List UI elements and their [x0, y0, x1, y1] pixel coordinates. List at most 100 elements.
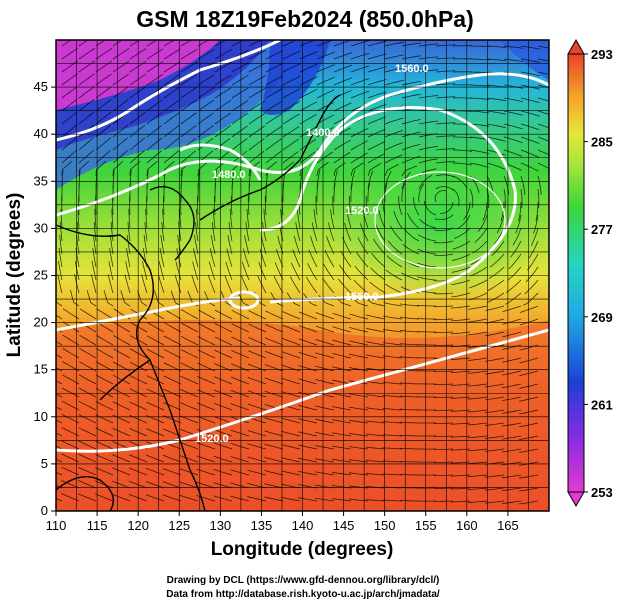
- streamline: [56, 432, 63, 437]
- streamline: [282, 101, 300, 112]
- streamline: [163, 195, 165, 216]
- streamline: [366, 327, 386, 333]
- streamline: [418, 120, 439, 125]
- streamline: [61, 98, 78, 112]
- streamline: [503, 136, 523, 143]
- streamline: [503, 97, 523, 103]
- streamline: [61, 480, 80, 489]
- streamline: [197, 99, 215, 112]
- streamline: [453, 149, 473, 152]
- streamline: [191, 274, 199, 294]
- streamline: [530, 227, 539, 247]
- height-contours: [56, 40, 549, 453]
- streamline: [416, 331, 436, 333]
- streamline: [126, 234, 131, 255]
- streamline: [537, 97, 549, 102]
- streamline: [61, 124, 78, 138]
- streamline: [95, 99, 112, 112]
- streamline: [130, 335, 148, 346]
- streamline: [399, 434, 420, 437]
- streamline: [365, 195, 369, 216]
- streamline: [467, 448, 488, 452]
- streamline: [113, 321, 131, 333]
- streamline: [316, 114, 334, 125]
- streamline: [298, 325, 318, 333]
- contour-label: 1560.0: [395, 63, 429, 75]
- colorbar-min-arrow: [567, 491, 585, 508]
- streamline: [435, 186, 454, 191]
- streamline: [56, 498, 63, 502]
- streamline: [316, 64, 335, 73]
- streamline: [265, 75, 284, 86]
- streamline: [214, 40, 227, 47]
- streamline: [265, 324, 284, 333]
- streamline: [487, 292, 505, 303]
- streamline: [56, 445, 63, 450]
- streamline: [91, 261, 97, 281]
- streamline: [433, 344, 454, 346]
- streamline: [58, 261, 63, 281]
- streamline: [56, 340, 63, 346]
- streamline: [163, 74, 181, 86]
- streamline: [61, 86, 78, 99]
- streamline: [79, 308, 97, 320]
- streamline: [331, 471, 352, 476]
- streamline: [197, 376, 216, 385]
- streamline: [112, 86, 129, 99]
- streamline: [160, 235, 165, 255]
- streamline: [316, 161, 329, 177]
- streamline: [382, 381, 403, 385]
- streamline: [467, 357, 488, 361]
- streamline: [298, 431, 318, 437]
- streamline: [214, 49, 232, 60]
- streamline: [231, 309, 250, 320]
- streamline: [520, 71, 540, 77]
- streamline: [399, 500, 419, 502]
- streamline: [197, 40, 210, 47]
- streamline: [281, 351, 301, 359]
- streamline: [146, 150, 162, 164]
- contour-1520: [56, 328, 549, 453]
- streamline: [197, 125, 214, 138]
- streamline: [129, 348, 148, 359]
- streamline: [399, 408, 420, 411]
- streamline: [180, 349, 199, 359]
- streamline: [242, 261, 250, 281]
- streamline: [158, 274, 165, 294]
- streamline: [382, 394, 403, 398]
- streamline: [95, 124, 112, 138]
- streamline: [324, 249, 335, 268]
- streamline: [486, 110, 506, 115]
- streamline: [349, 353, 369, 359]
- streamline: [78, 400, 97, 411]
- streamline: [378, 209, 386, 229]
- streamline: [435, 148, 456, 151]
- streamline: [366, 354, 386, 359]
- streamline: [503, 149, 523, 157]
- streamline: [214, 195, 216, 216]
- streamline: [501, 487, 522, 491]
- streamline: [124, 274, 131, 294]
- streamline: [433, 240, 454, 244]
- streamline: [262, 222, 267, 242]
- streamline: [485, 331, 505, 337]
- streamline: [418, 69, 439, 73]
- streamline: [213, 469, 233, 476]
- streamline: [146, 124, 163, 138]
- streamline: [469, 84, 490, 87]
- streamline: [282, 311, 301, 320]
- streamline: [502, 331, 522, 338]
- streamline: [180, 415, 199, 424]
- streamline: [298, 497, 318, 502]
- streamline: [468, 318, 488, 323]
- contour-label-group: 1520.0 1560.0 1480.0 1520.0 1400.0 1560.…: [195, 63, 429, 445]
- streamline: [248, 323, 267, 333]
- streamline: [231, 323, 250, 333]
- japan-coast: [199, 94, 341, 221]
- streamline: [520, 45, 540, 50]
- streamline: [62, 374, 80, 385]
- streamline: [520, 162, 539, 172]
- streamline: [78, 427, 97, 437]
- streamline: [163, 348, 182, 359]
- y-tick-label: 45: [34, 79, 48, 94]
